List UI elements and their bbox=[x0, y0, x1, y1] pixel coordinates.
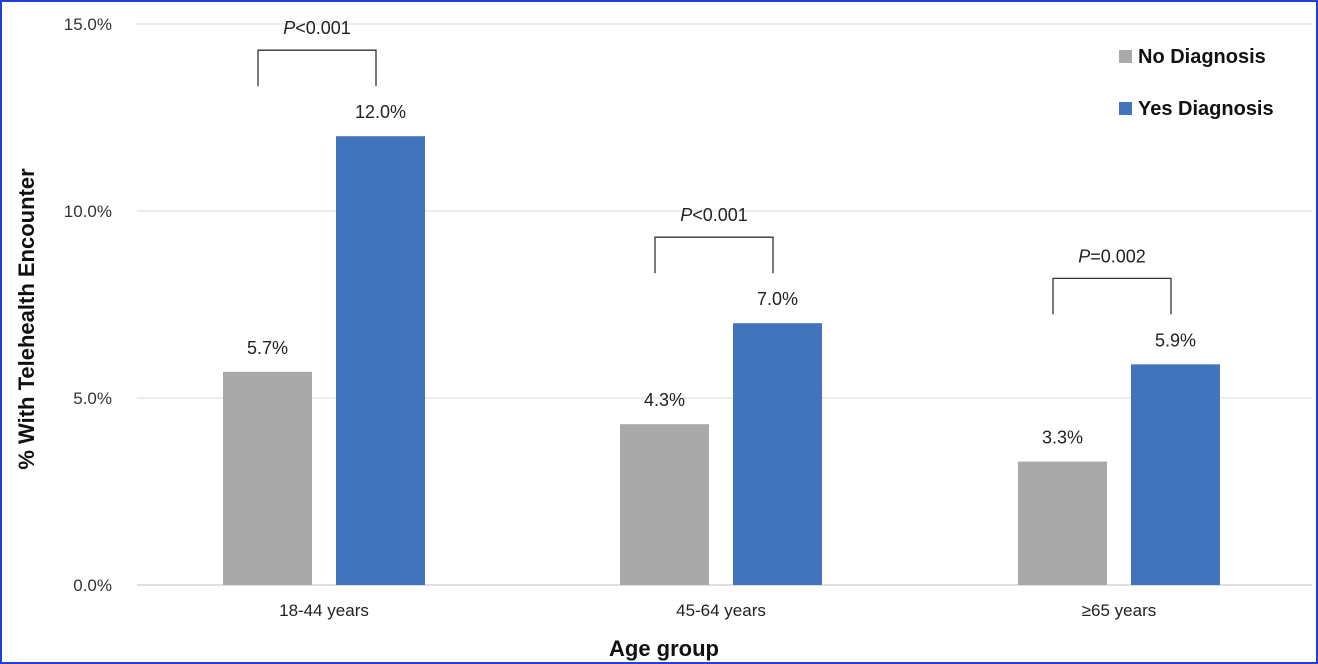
significance-bracket bbox=[1052, 277, 1172, 315]
data-label: 5.9% bbox=[1155, 330, 1196, 350]
data-label: 5.7% bbox=[247, 338, 288, 358]
x-axis-ticks: 18-44 years 45-64 years ≥65 years bbox=[279, 601, 1156, 620]
bars bbox=[223, 136, 1220, 585]
significance-annotations: P<0.001 P<0.001 P=0.002 bbox=[257, 18, 1172, 315]
legend-swatch bbox=[1119, 102, 1132, 115]
data-labels: 5.7% 12.0% 4.3% 7.0% 3.3% 5.9% bbox=[247, 102, 1196, 447]
legend: No Diagnosis Yes Diagnosis bbox=[1119, 46, 1274, 120]
legend-label: No Diagnosis bbox=[1138, 46, 1266, 68]
p-value-label: P<0.001 bbox=[680, 205, 748, 225]
x-tick-label: 45-64 years bbox=[676, 601, 766, 620]
y-axis-ticks: 0.0% 5.0% 10.0% 15.0% bbox=[64, 15, 112, 595]
gridlines bbox=[137, 23, 1312, 586]
x-tick-label: 18-44 years bbox=[279, 601, 369, 620]
significance-bracket bbox=[257, 49, 377, 87]
y-tick-label: 10.0% bbox=[64, 202, 112, 221]
bar-no-diagnosis bbox=[620, 424, 709, 585]
bar-no-diagnosis bbox=[223, 371, 312, 585]
x-tick-label: ≥65 years bbox=[1082, 601, 1157, 620]
significance-bracket bbox=[654, 236, 774, 274]
y-tick-label: 15.0% bbox=[64, 15, 112, 34]
y-tick-label: 0.0% bbox=[73, 576, 112, 595]
y-axis-title: % With Telehealth Encounter bbox=[14, 168, 39, 470]
legend-label: Yes Diagnosis bbox=[1138, 98, 1274, 120]
p-value-label: P<0.001 bbox=[283, 18, 351, 38]
data-label: 12.0% bbox=[355, 102, 406, 122]
legend-swatch bbox=[1119, 50, 1132, 63]
x-axis-title: Age group bbox=[609, 636, 719, 661]
data-label: 7.0% bbox=[757, 289, 798, 309]
bar-no-diagnosis bbox=[1018, 461, 1107, 585]
p-value-label: P=0.002 bbox=[1078, 246, 1146, 266]
bar-yes-diagnosis bbox=[336, 136, 425, 585]
bar-yes-diagnosis bbox=[733, 323, 822, 585]
data-label: 3.3% bbox=[1042, 428, 1083, 448]
data-label: 4.3% bbox=[644, 390, 685, 410]
y-tick-label: 5.0% bbox=[73, 389, 112, 408]
bar-yes-diagnosis bbox=[1131, 364, 1220, 585]
